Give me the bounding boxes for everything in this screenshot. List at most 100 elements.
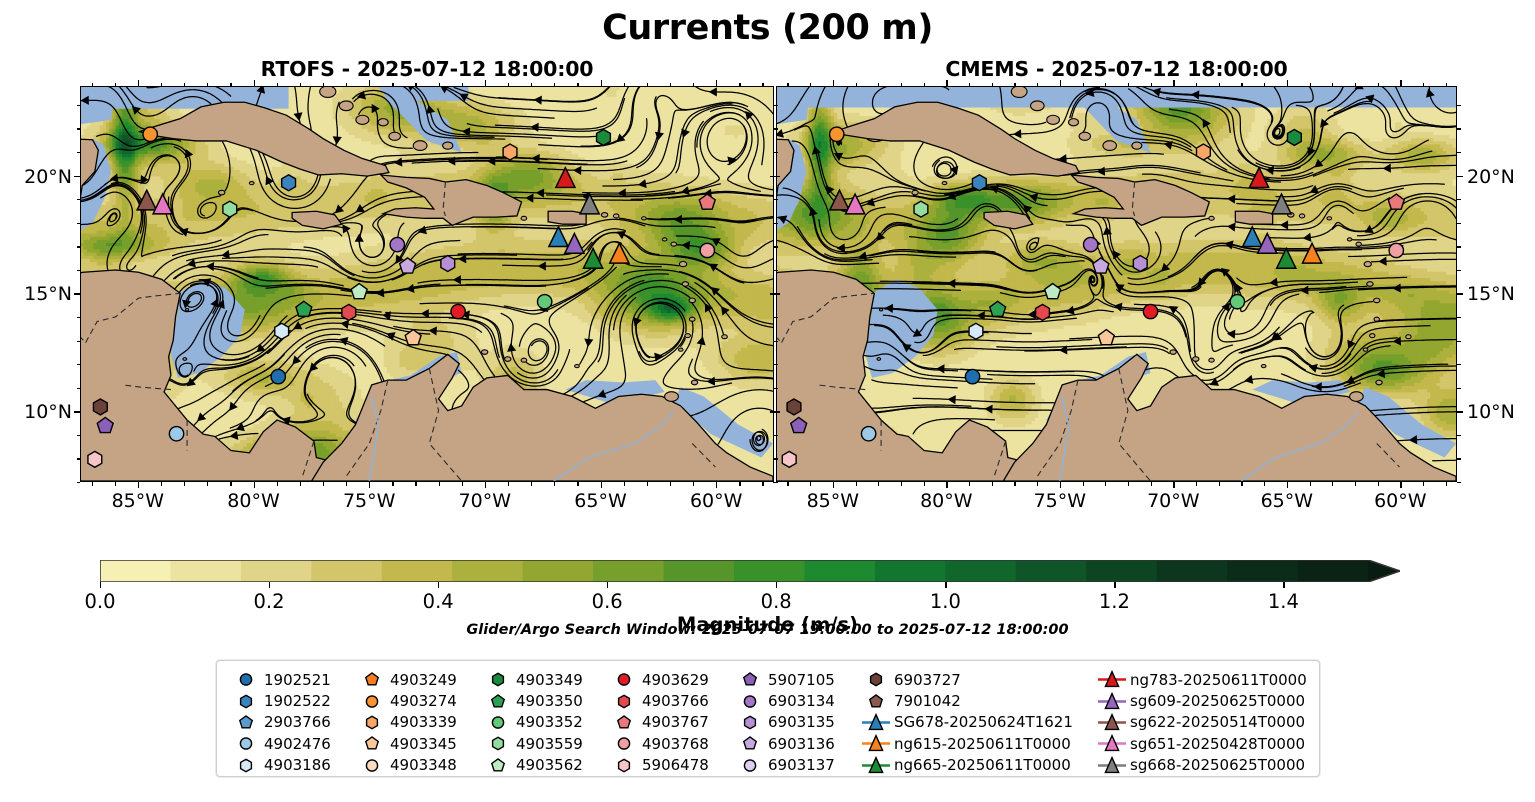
legend-entry[interactable]: 2903766 <box>231 712 331 733</box>
legend-entry-label: 4903186 <box>261 756 331 774</box>
x-minor-tick-top <box>969 82 971 86</box>
map-panel-cmems[interactable] <box>776 86 1457 482</box>
legend-entry[interactable]: sg668-20250625T0000 <box>1097 755 1307 776</box>
legend-column: 1902521 1902522 2903766 4902476 4903186 <box>231 669 331 776</box>
legend-entry[interactable]: 6903136 <box>735 733 835 754</box>
legend-entry[interactable]: ng615-20250611T0000 <box>861 733 1073 754</box>
x-minor-tick-top <box>1377 82 1379 86</box>
x-minor-tick-top <box>276 82 278 86</box>
legend-entry[interactable]: ng665-20250611T0000 <box>861 755 1073 776</box>
glider-marker-icon <box>1097 712 1127 733</box>
legend-entry[interactable]: 4903767 <box>609 712 709 733</box>
legend-entry[interactable]: 4903349 <box>483 669 583 690</box>
legend-entry[interactable]: sg651-20250428T0000 <box>1097 733 1307 754</box>
colorbar-tick-label: 1.0 <box>900 590 990 613</box>
float-marker-icon <box>483 712 513 733</box>
x-minor-tick <box>1218 482 1220 486</box>
x-minor-tick-top <box>991 82 993 86</box>
y-tick-label-left: 20°N <box>8 166 72 188</box>
x-tick-label: 75°W <box>1015 490 1105 512</box>
y-minor-tick <box>772 364 776 366</box>
legend-entry[interactable]: 1902522 <box>231 690 331 711</box>
legend-entry[interactable]: 6903134 <box>735 690 835 711</box>
float-marker-icon <box>861 691 891 712</box>
legend-entry[interactable]: 7901042 <box>861 690 1073 711</box>
x-minor-tick-top <box>1014 82 1016 86</box>
x-minor-tick-top <box>1150 82 1152 86</box>
colorbar[interactable] <box>100 560 1400 582</box>
x-tick-top <box>1400 80 1402 86</box>
legend-entry[interactable]: 6903727 <box>861 669 1073 690</box>
x-minor-tick-top <box>1309 82 1311 86</box>
left-panel-title: RTOFS - 2025-07-12 18:00:00 <box>80 57 774 81</box>
legend-entry[interactable]: 4903766 <box>609 690 709 711</box>
legend-entry[interactable]: 4903562 <box>483 755 583 776</box>
x-minor-tick-top <box>1082 82 1084 86</box>
legend-entry[interactable]: ng783-20250611T0000 <box>1097 669 1307 690</box>
x-minor-tick <box>438 482 440 486</box>
x-minor-tick-top <box>415 82 417 86</box>
x-tick-top <box>1059 80 1062 86</box>
y-minor-tick <box>76 152 80 154</box>
x-minor-tick <box>1196 482 1198 486</box>
x-minor-tick-top <box>299 82 302 86</box>
legend-entry-label: 6903137 <box>765 756 835 774</box>
float-marker-icon <box>483 691 513 712</box>
legend-entry-label: 6903727 <box>891 671 961 689</box>
legend-entry[interactable]: 4903352 <box>483 712 583 733</box>
x-minor-tick <box>1264 482 1266 486</box>
x-minor-tick-top <box>1241 82 1243 86</box>
map-panel-rtofs[interactable] <box>80 86 774 482</box>
y-minor-tick <box>772 246 776 248</box>
x-tick-label: 80°W <box>901 490 991 512</box>
x-tick-label: 65°W <box>1242 490 1332 512</box>
legend-entry[interactable]: 4902476 <box>231 733 331 754</box>
legend-entry[interactable]: SG678-20250624T1621 <box>861 712 1073 733</box>
legend-entry-label: 5906478 <box>639 756 709 774</box>
legend-entry[interactable]: 4903339 <box>357 712 457 733</box>
legend-entry-label: 4903274 <box>387 692 457 710</box>
legend-entry[interactable]: 4903186 <box>231 755 331 776</box>
legend-entry[interactable]: 4903274 <box>357 690 457 711</box>
colorbar-tick-label: 0.6 <box>562 590 652 613</box>
legend-entry[interactable]: 5907105 <box>735 669 835 690</box>
colorbar-tick <box>1114 582 1116 588</box>
legend-entry[interactable]: 4903768 <box>609 733 709 754</box>
legend-entry[interactable]: 4903345 <box>357 733 457 754</box>
legend-entry[interactable]: 4903559 <box>483 733 583 754</box>
x-minor-tick-top <box>184 82 186 86</box>
y-tick-label-left: 15°N <box>8 283 72 305</box>
y-minor-tick-right <box>1457 317 1461 319</box>
legend-entry[interactable]: 1902521 <box>231 669 331 690</box>
glider-marker-icon <box>861 755 891 776</box>
x-tick <box>1286 482 1289 488</box>
legend-entry[interactable]: 6903135 <box>735 712 835 733</box>
legend[interactable]: 1902521 1902522 2903766 4902476 4903186 49032… <box>216 660 1320 777</box>
x-tick <box>137 482 140 488</box>
legend-entry[interactable]: 6903137 <box>735 755 835 776</box>
legend-entry[interactable]: 4903348 <box>357 755 457 776</box>
legend-entry[interactable]: 4903350 <box>483 690 583 711</box>
x-minor-tick <box>969 482 971 486</box>
x-minor-tick <box>1082 482 1084 486</box>
y-tick <box>74 293 80 295</box>
legend-entry-label: sg609-20250625T0000 <box>1127 692 1305 710</box>
x-minor-tick-top <box>1218 82 1220 86</box>
legend-entry[interactable]: 4903249 <box>357 669 457 690</box>
legend-entry[interactable]: sg622-20250514T0000 <box>1097 712 1307 733</box>
legend-entry[interactable]: 4903629 <box>609 669 709 690</box>
x-minor-tick-top <box>787 82 789 86</box>
x-tick-label: 65°W <box>556 490 646 512</box>
y-minor-tick <box>772 269 776 272</box>
legend-entry-label: sg651-20250428T0000 <box>1127 735 1305 753</box>
legend-entry-label: 4903249 <box>387 671 457 689</box>
legend-entry[interactable]: sg609-20250625T0000 <box>1097 690 1307 711</box>
y-minor-tick <box>772 434 776 437</box>
y-minor-tick <box>772 199 776 201</box>
y-tick <box>770 411 776 413</box>
float-marker-icon <box>483 755 513 776</box>
y-minor-tick-right <box>1457 482 1461 484</box>
colorbar-tick <box>100 582 102 588</box>
x-tick <box>484 482 487 488</box>
legend-entry[interactable]: 5906478 <box>609 755 709 776</box>
